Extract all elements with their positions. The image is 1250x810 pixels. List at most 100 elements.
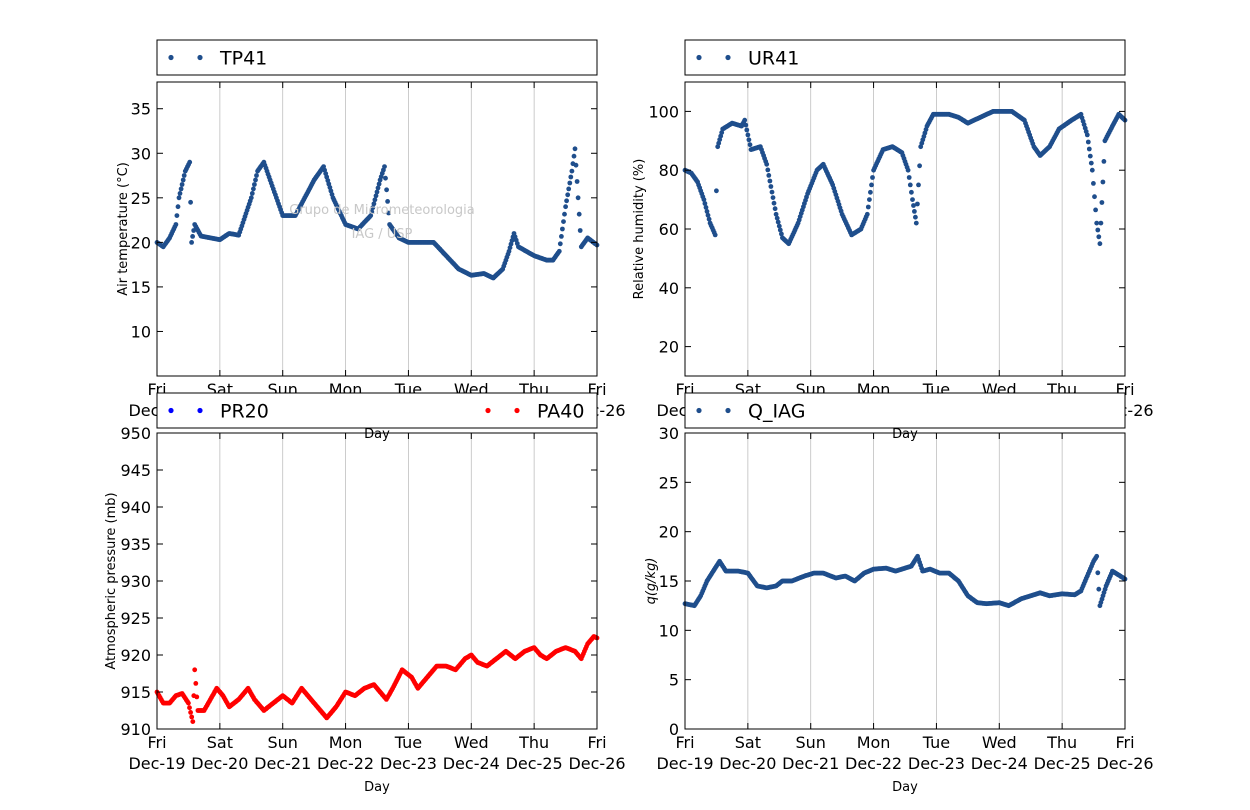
y-axis-label: Air temperature (°C)	[116, 162, 131, 296]
legend-label: UR41	[748, 48, 799, 70]
legend-box	[684, 392, 1126, 429]
x-tick-date: Dec-20	[719, 754, 776, 773]
data-point	[577, 228, 583, 233]
data-point	[254, 173, 259, 178]
x-tick-date: Dec-25	[1034, 754, 1091, 773]
data-point	[248, 195, 254, 201]
data-point	[917, 163, 922, 169]
chart-pressure: 910 915 920 925 930 935 940 945 950 Fri Dec-19 Sat D…	[104, 392, 626, 795]
x-tick-day: Mon	[329, 733, 363, 752]
legend: TP41	[156, 39, 598, 76]
data-point	[1097, 241, 1103, 247]
y-tick-label: 915	[120, 683, 151, 702]
x-tick-date: Dec-26	[568, 754, 625, 773]
x-tick-date: Dec-21	[782, 754, 839, 773]
data-point	[249, 191, 255, 196]
y-tick-label: 15	[131, 278, 151, 297]
series-UR41	[682, 109, 1128, 247]
data-point	[701, 197, 707, 203]
data-point	[905, 167, 911, 173]
data-point	[370, 205, 376, 211]
x-tick-date: Dec-24	[443, 754, 500, 773]
data-point	[384, 187, 389, 193]
data-point	[776, 223, 782, 229]
y-tick-label: 925	[120, 609, 151, 628]
data-point	[1095, 570, 1101, 576]
y-tick-label: 950	[120, 424, 151, 443]
data-point	[704, 209, 710, 214]
data-point	[368, 213, 374, 219]
x-tick-day: Mon	[857, 733, 891, 752]
watermark-line1: Grupo de Micrometeorologia	[289, 203, 475, 218]
y-tick-label: 920	[120, 646, 151, 665]
data-point	[560, 226, 565, 232]
chart-specific_humidity: 0 5 10 15 20 25 30 Fri Dec-19 Sat Dec-20 Sun Dec-21 M…	[644, 392, 1154, 795]
data-point	[915, 201, 920, 207]
data-point	[867, 197, 872, 203]
data-point	[1093, 207, 1098, 213]
data-point	[868, 189, 873, 195]
data-point	[372, 197, 378, 203]
data-point	[251, 186, 256, 192]
y-tick-label: 940	[120, 498, 151, 517]
y-tick-label: 5	[669, 671, 679, 690]
data-point	[916, 182, 921, 188]
data-point	[385, 199, 390, 204]
data-point	[564, 198, 569, 204]
watermark-line2: IAG / USP	[352, 227, 413, 242]
x-tick-date: Dec-22	[845, 754, 902, 773]
legend: Q_IAG	[684, 392, 1126, 429]
data-point	[181, 173, 187, 178]
data-point	[775, 219, 781, 225]
data-point	[562, 211, 567, 217]
data-point	[369, 209, 375, 215]
data-point	[382, 164, 387, 170]
legend-label: TP41	[219, 48, 267, 70]
y-tick-label: 100	[648, 102, 679, 121]
x-tick-date: Dec-21	[254, 754, 311, 773]
data-point	[703, 205, 709, 210]
y-tick-label: 60	[659, 220, 679, 239]
x-axis-label: Day	[364, 780, 390, 795]
y-tick-label: 30	[659, 424, 679, 443]
x-tick-date: Dec-19	[656, 754, 713, 773]
x-axis-label: Day	[364, 427, 390, 442]
chart-temperature: Grupo de Micrometeorologia IAG / USP 10 15 2…	[116, 39, 626, 442]
data-point	[569, 168, 575, 174]
data-point	[865, 204, 871, 210]
data-point	[719, 130, 725, 136]
data-point	[574, 179, 580, 184]
y-tick-label: 20	[131, 233, 151, 252]
data-point	[573, 162, 579, 168]
data-point	[1085, 139, 1091, 145]
legend-marker	[485, 407, 491, 414]
data-point	[174, 213, 180, 219]
data-point	[189, 714, 195, 720]
data-point	[179, 182, 185, 187]
data-point	[386, 210, 391, 216]
y-tick-label: 20	[659, 338, 679, 357]
x-axis-label: Day	[892, 780, 918, 795]
data-point	[1091, 181, 1096, 186]
y-tick-label: 35	[131, 100, 151, 119]
data-point	[909, 189, 914, 195]
data-point	[190, 234, 196, 239]
data-point	[373, 193, 379, 199]
data-point	[706, 216, 712, 222]
data-point	[576, 211, 582, 217]
y-tick-label: 0	[669, 720, 679, 739]
data-point	[187, 705, 192, 711]
data-point	[779, 231, 784, 237]
data-point	[770, 195, 776, 201]
data-point	[194, 694, 200, 700]
data-point	[180, 177, 186, 183]
data-point	[1096, 586, 1102, 592]
data-point	[769, 189, 775, 195]
data-point	[177, 191, 183, 196]
data-point	[768, 184, 774, 189]
legend-marker	[197, 407, 203, 414]
y-axis-label: Atmospheric pressure (mb)	[104, 492, 119, 669]
y-tick-label: 40	[659, 279, 679, 298]
x-tick-day: Thu	[518, 733, 549, 752]
